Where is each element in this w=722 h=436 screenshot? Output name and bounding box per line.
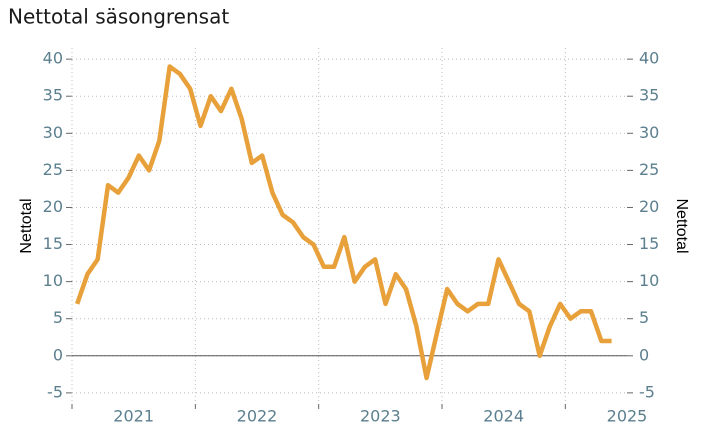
y-tick-label: -5 (47, 382, 63, 401)
y2-tick-label: 0 (639, 345, 649, 364)
y2-tick-label: 15 (639, 234, 659, 253)
y2-tick-label: 10 (639, 271, 659, 290)
x-tick-label: 2025 (607, 407, 648, 426)
y2-tick-label: 5 (639, 308, 649, 327)
y2-tick-label: 20 (639, 197, 659, 216)
y2-tick-label: 35 (639, 86, 659, 105)
y-tick-label: 10 (43, 271, 63, 290)
x-tick-label: 2022 (237, 407, 278, 426)
y-axis-label: Nettotal (18, 198, 35, 253)
chart-title: Nettotal säsongrensat (8, 5, 229, 29)
y-tick-label: 5 (53, 308, 63, 327)
y-tick-label: 40 (43, 49, 63, 68)
y-tick-label: 30 (43, 123, 63, 142)
y2-tick-label: -5 (639, 382, 655, 401)
y2-axis-label: Nettotal (673, 198, 690, 253)
x-tick-label: 2024 (483, 407, 524, 426)
y2-tick-label: 30 (639, 123, 659, 142)
x-tick-label: 2023 (360, 407, 401, 426)
data-line (75, 64, 612, 381)
y-tick-label: 35 (43, 86, 63, 105)
x-tick-label: 2021 (113, 407, 154, 426)
y-tick-label: 25 (43, 160, 63, 179)
y-tick-label: 15 (43, 234, 63, 253)
y2-tick-label: 40 (639, 49, 659, 68)
y-tick-label: 0 (53, 345, 63, 364)
y2-tick-label: 25 (639, 160, 659, 179)
y-tick-label: 20 (43, 197, 63, 216)
